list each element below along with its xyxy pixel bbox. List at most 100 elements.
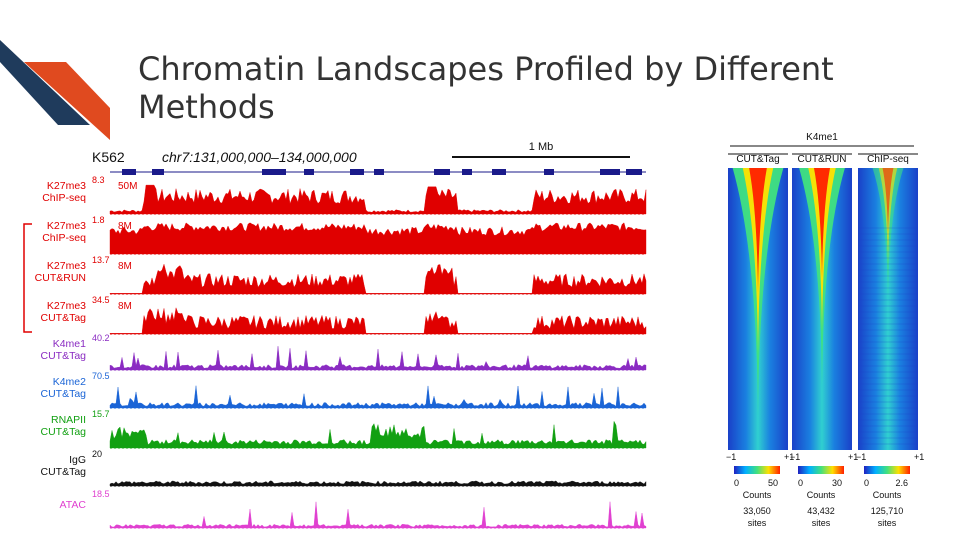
track-ymax-rnapii-cut-tag: 15.7 bbox=[92, 409, 110, 419]
track-method-k27me3-cut-tag: CUT&Tag bbox=[40, 312, 86, 324]
track-ymax-k27me3-chip-seq-1: 8.3 bbox=[92, 175, 105, 185]
gene-exon-block bbox=[626, 169, 642, 175]
colorbar-min: 0 bbox=[734, 478, 739, 488]
slide-title: Chromatin Landscapes Profiled by Differe… bbox=[138, 50, 834, 126]
track-ymax-k4me1-cut-tag: 40.2 bbox=[92, 333, 110, 343]
orange-chevron bbox=[24, 62, 110, 140]
gene-exon-block bbox=[304, 169, 314, 175]
track-k27me3-chip-seq-2 bbox=[109, 222, 647, 255]
k4me1-heatmap-figure: K4me1 CUT&Tag−1 +10 50Counts33,050sitesCUT… bbox=[726, 132, 924, 528]
heatmap-column-1: CUT&Tag −1 +1 0 50 Counts 33,050 sites bbox=[726, 153, 794, 528]
colorbar-label: Counts bbox=[873, 490, 902, 500]
signal-k27me3-cut-tag bbox=[109, 307, 647, 335]
heatmap-columns: CUT&Tag−1 +10 50Counts33,050sitesCUT&RUN−1… bbox=[726, 153, 924, 528]
signal-k27me3-chip-seq-2 bbox=[109, 222, 647, 255]
track-label-igg-cut-tag: IgG bbox=[69, 454, 86, 466]
gene-exon-block bbox=[600, 169, 620, 175]
gene-exon-block bbox=[374, 169, 384, 175]
heatmap-x-right: +1 bbox=[848, 452, 858, 462]
site-count-label: sites bbox=[812, 518, 831, 528]
track-label-k4me1-cut-tag: K4me1 bbox=[53, 338, 86, 350]
track-label-k27me3-cut-run: K27me3 bbox=[47, 260, 86, 272]
cell-line-label: K562 bbox=[92, 149, 125, 165]
track-method-igg-cut-tag: CUT&Tag bbox=[40, 466, 86, 478]
signal-rnapii-cut-tag bbox=[109, 420, 647, 449]
colorbar-max: 2.6 bbox=[895, 478, 908, 488]
track-method-k27me3-cut-run: CUT&RUN bbox=[35, 272, 86, 284]
locus-label: chr7:131,000,000–134,000,000 bbox=[162, 149, 357, 165]
colorbar-max: 30 bbox=[832, 478, 842, 488]
scale-bar-label: 1 Mb bbox=[529, 141, 553, 153]
colorbar-label: Counts bbox=[807, 490, 836, 500]
track-k27me3-cut-run bbox=[109, 263, 647, 295]
track-label-k27me3-chip-seq-2: K27me3 bbox=[47, 220, 86, 232]
heatmap-signal-funnel bbox=[882, 168, 894, 233]
track-label-rnapii-cut-tag: RNAPII bbox=[51, 414, 86, 426]
track-k4me2-cut-tag bbox=[109, 385, 647, 409]
navy-chevron bbox=[0, 40, 90, 125]
track-method-k27me3-chip-seq-2: ChIP-seq bbox=[42, 232, 86, 244]
signal-k27me3-cut-run bbox=[109, 263, 647, 295]
genome-browser-figure: K562 chr7:131,000,000–134,000,000 1 Mb K… bbox=[23, 141, 647, 529]
track-label-atac: ATAC bbox=[60, 499, 87, 511]
site-count-label: sites bbox=[878, 518, 897, 528]
heatmap-x-right: +1 bbox=[784, 452, 794, 462]
signal-k4me2-cut-tag bbox=[109, 385, 647, 409]
track-label-k27me3-chip-seq-1: K27me3 bbox=[47, 180, 86, 192]
track-method-k4me1-cut-tag: CUT&Tag bbox=[40, 350, 86, 362]
track-ymax-k27me3-cut-run: 13.7 bbox=[92, 255, 110, 265]
track-atac bbox=[109, 501, 647, 529]
track-igg-cut-tag bbox=[109, 480, 647, 487]
track-scale-k27me3-cut-run: 8M bbox=[118, 261, 132, 272]
track-scale-k27me3-chip-seq-1: 50M bbox=[118, 181, 137, 192]
track-label-k4me2-cut-tag: K4me2 bbox=[53, 376, 86, 388]
heatmap-column-2: CUT&RUN −1 +1 0 30 Counts 43,432 sites bbox=[790, 153, 858, 528]
heatmap-colorbar bbox=[864, 466, 910, 474]
track-ymax-k27me3-cut-tag: 34.5 bbox=[92, 295, 110, 305]
site-count: 43,432 bbox=[807, 506, 835, 516]
heatmap-column-title: ChIP-seq bbox=[867, 154, 909, 165]
track-rnapii-cut-tag bbox=[109, 420, 647, 449]
signal-igg-cut-tag bbox=[109, 480, 647, 487]
heatmap-signal-funnel bbox=[749, 168, 767, 293]
k27me3-bracket bbox=[23, 223, 32, 333]
site-count: 33,050 bbox=[743, 506, 771, 516]
signal-k4me1-cut-tag bbox=[109, 346, 647, 371]
track-method-k27me3-chip-seq-1: ChIP-seq bbox=[42, 192, 86, 204]
track-ymax-k4me2-cut-tag: 70.5 bbox=[92, 371, 110, 381]
colorbar-min: 0 bbox=[798, 478, 803, 488]
signal-tracks: K27me3ChIP-seq8.350MK27me3ChIP-seq1.88MK… bbox=[23, 175, 647, 529]
gene-annotation-track bbox=[110, 169, 646, 175]
track-scale-k27me3-chip-seq-2: 8M bbox=[118, 221, 132, 232]
site-count: 125,710 bbox=[871, 506, 904, 516]
corner-chevron-decoration bbox=[0, 40, 110, 140]
heatmap-x-right: +1 bbox=[914, 452, 924, 462]
signal-k27me3-chip-seq-1 bbox=[109, 184, 647, 215]
track-scale-k27me3-cut-tag: 8M bbox=[118, 301, 132, 312]
track-ymax-atac: 18.5 bbox=[92, 489, 110, 499]
track-method-k4me2-cut-tag: CUT&Tag bbox=[40, 388, 86, 400]
gene-exon-block bbox=[262, 169, 286, 175]
track-method-rnapii-cut-tag: CUT&Tag bbox=[40, 426, 86, 438]
gene-exon-block bbox=[462, 169, 472, 175]
gene-exon-block bbox=[350, 169, 364, 175]
heatmap-colorbar bbox=[798, 466, 844, 474]
track-k27me3-chip-seq-1 bbox=[109, 184, 647, 215]
colorbar-min: 0 bbox=[864, 478, 869, 488]
site-count-label: sites bbox=[748, 518, 767, 528]
colorbar-label: Counts bbox=[743, 490, 772, 500]
heatmap-signal-funnel bbox=[813, 168, 831, 278]
track-ymax-igg-cut-tag: 20 bbox=[92, 449, 102, 459]
heatmap-x-left: −1 bbox=[790, 452, 800, 462]
track-labels: K27me3ChIP-seq8.350MK27me3ChIP-seq1.88MK… bbox=[35, 175, 138, 511]
gene-exon-block bbox=[492, 169, 506, 175]
heatmap-column-title: CUT&Tag bbox=[736, 154, 779, 165]
heatmap-column-3: ChIP-seq −1 +1 0 2.6 Counts 125,710 sites bbox=[856, 153, 924, 528]
gene-exon-block bbox=[434, 169, 450, 175]
gene-exon-block bbox=[122, 169, 136, 175]
heatmap-colorbar bbox=[734, 466, 780, 474]
heatmap-x-left: −1 bbox=[726, 452, 736, 462]
heatmap-column-title: CUT&RUN bbox=[798, 154, 847, 165]
track-k27me3-cut-tag bbox=[109, 307, 647, 335]
gene-exon-block bbox=[152, 169, 164, 175]
